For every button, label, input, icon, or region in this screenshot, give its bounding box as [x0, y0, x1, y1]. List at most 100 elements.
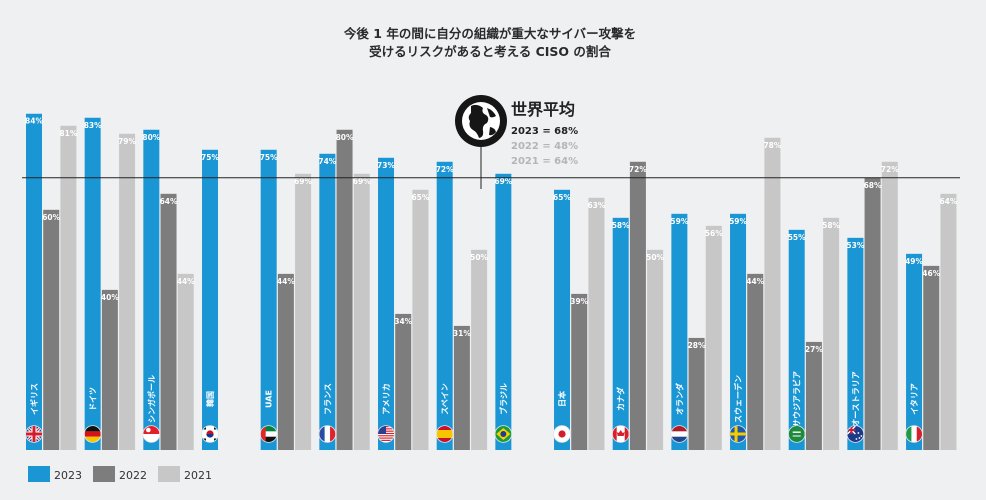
- bar-value-label: 40%: [101, 293, 119, 302]
- legend-label-2021: 2021: [184, 469, 212, 482]
- bar-2023-12: [730, 213, 747, 450]
- bar-2022-14: [864, 177, 881, 450]
- bar-2021-11: [705, 225, 722, 450]
- bar-2022-13: [805, 341, 822, 450]
- bar-value-label: 80%: [142, 133, 160, 142]
- bar-2023-8: [495, 173, 512, 450]
- bar-value-label: 65%: [411, 193, 429, 202]
- bar-value-label: 69%: [494, 177, 512, 186]
- bar-2021-9: [588, 197, 605, 450]
- bar-value-label: 46%: [922, 269, 940, 278]
- legend-label-2023: 2023: [54, 469, 82, 482]
- bar-2021-15: [940, 193, 957, 451]
- world-average-2022: 2022 = 48%: [511, 141, 578, 152]
- bar-value-label: 64%: [939, 197, 957, 206]
- bar-value-label: 49%: [905, 257, 923, 266]
- bar-2021-13: [823, 217, 840, 450]
- country-label: サウジアラビア: [792, 371, 802, 427]
- bar-value-label: 81%: [59, 129, 77, 138]
- bar-value-label: 60%: [42, 213, 60, 222]
- bar-2022-2: [160, 193, 177, 451]
- bar-2022-15: [923, 265, 940, 450]
- country-label: カナダ: [616, 387, 626, 411]
- country-label: スウェーデン: [733, 375, 743, 423]
- italy-flag: [905, 425, 923, 443]
- country-label: スペイン: [441, 383, 450, 414]
- bar-value-label: 39%: [570, 297, 588, 306]
- bar-value-label: 59%: [670, 217, 688, 226]
- country-label: アメリカ: [382, 383, 391, 415]
- bar-2023-13: [788, 229, 805, 450]
- bar-2023-0: [26, 113, 42, 451]
- bar-2022-9: [571, 293, 588, 450]
- bar-value-label: 50%: [470, 253, 488, 262]
- chart-title-line-1: 今後 1 年の間に自分の組織が重大なサイバー攻撃を: [343, 26, 636, 41]
- bar-2023-11: [671, 213, 688, 450]
- globe-icon: [455, 95, 507, 147]
- bar-2021-0: [60, 125, 77, 451]
- bar-2023-4: [260, 149, 277, 450]
- bar-value-label: 27%: [805, 345, 823, 354]
- bar-2021-6: [412, 189, 429, 450]
- bar-value-label: 79%: [118, 137, 136, 146]
- bar-value-label: 69%: [294, 177, 312, 186]
- bar-value-label: 74%: [318, 157, 336, 166]
- country-label: オランダ: [674, 383, 684, 415]
- bar-2023-5: [319, 153, 336, 450]
- korea-flag: [201, 425, 219, 443]
- singapore-flag: [142, 425, 161, 443]
- country-label: イギリス: [29, 383, 39, 415]
- country-label: 韓国: [205, 391, 215, 407]
- bar-value-label: 83%: [84, 121, 102, 130]
- bar-value-label: 31%: [453, 329, 471, 338]
- bar-value-label: 63%: [587, 201, 605, 210]
- bar-2021-7: [471, 249, 488, 450]
- bar-value-label: 28%: [688, 341, 706, 350]
- legend-label-2022: 2022: [119, 469, 147, 482]
- spain-flag: [435, 425, 454, 443]
- usa-flag: [377, 425, 395, 443]
- bar-2023-15: [906, 253, 923, 450]
- bar-value-label: 44%: [746, 277, 764, 286]
- bar-value-label: 59%: [729, 217, 747, 226]
- bar-2022-7: [453, 325, 470, 450]
- bar-2022-10: [629, 161, 646, 450]
- bar-2021-2: [177, 273, 194, 450]
- bar-2023-14: [847, 237, 864, 450]
- bar-2023-6: [378, 157, 395, 450]
- bar-value-label: 58%: [822, 221, 840, 230]
- bar-value-label: 78%: [763, 141, 781, 150]
- bar-2022-1: [101, 289, 118, 450]
- bar-2022-6: [395, 313, 412, 450]
- bar-2023-3: [202, 149, 219, 450]
- bar-value-label: 72%: [436, 165, 454, 174]
- country-label: 日本: [557, 391, 567, 407]
- sweden-flag: [729, 425, 747, 443]
- bar-2023-7: [436, 161, 453, 450]
- bar-2021-10: [647, 249, 664, 450]
- canada-flag: [611, 425, 630, 443]
- chart-title-line-2: 受けるリスクがあると考える CISO の割合: [369, 44, 611, 59]
- bar-value-label: 44%: [277, 277, 295, 286]
- bar-2023-2: [143, 129, 160, 450]
- brazil-flag: [494, 425, 513, 443]
- bar-2023-10: [612, 217, 629, 450]
- bar-value-label: 64%: [160, 197, 178, 206]
- bar-value-label: 80%: [336, 133, 354, 142]
- country-label: イタリア: [909, 383, 919, 415]
- uk-flag: [25, 425, 43, 443]
- bar-value-label: 75%: [260, 153, 278, 162]
- country-label: シンガポール: [146, 375, 156, 423]
- germany-flag: [83, 425, 102, 443]
- world-average-title: 世界平均: [511, 100, 575, 119]
- uae-flag: [259, 425, 278, 443]
- country-label: ブラジル: [498, 383, 508, 415]
- bar-value-label: 50%: [646, 253, 664, 262]
- bar-2021-14: [881, 161, 898, 450]
- bar-value-label: 73%: [377, 161, 395, 170]
- bar-2021-5: [353, 173, 370, 450]
- bar-2023-1: [84, 117, 101, 450]
- country-label: ドイツ: [89, 387, 98, 411]
